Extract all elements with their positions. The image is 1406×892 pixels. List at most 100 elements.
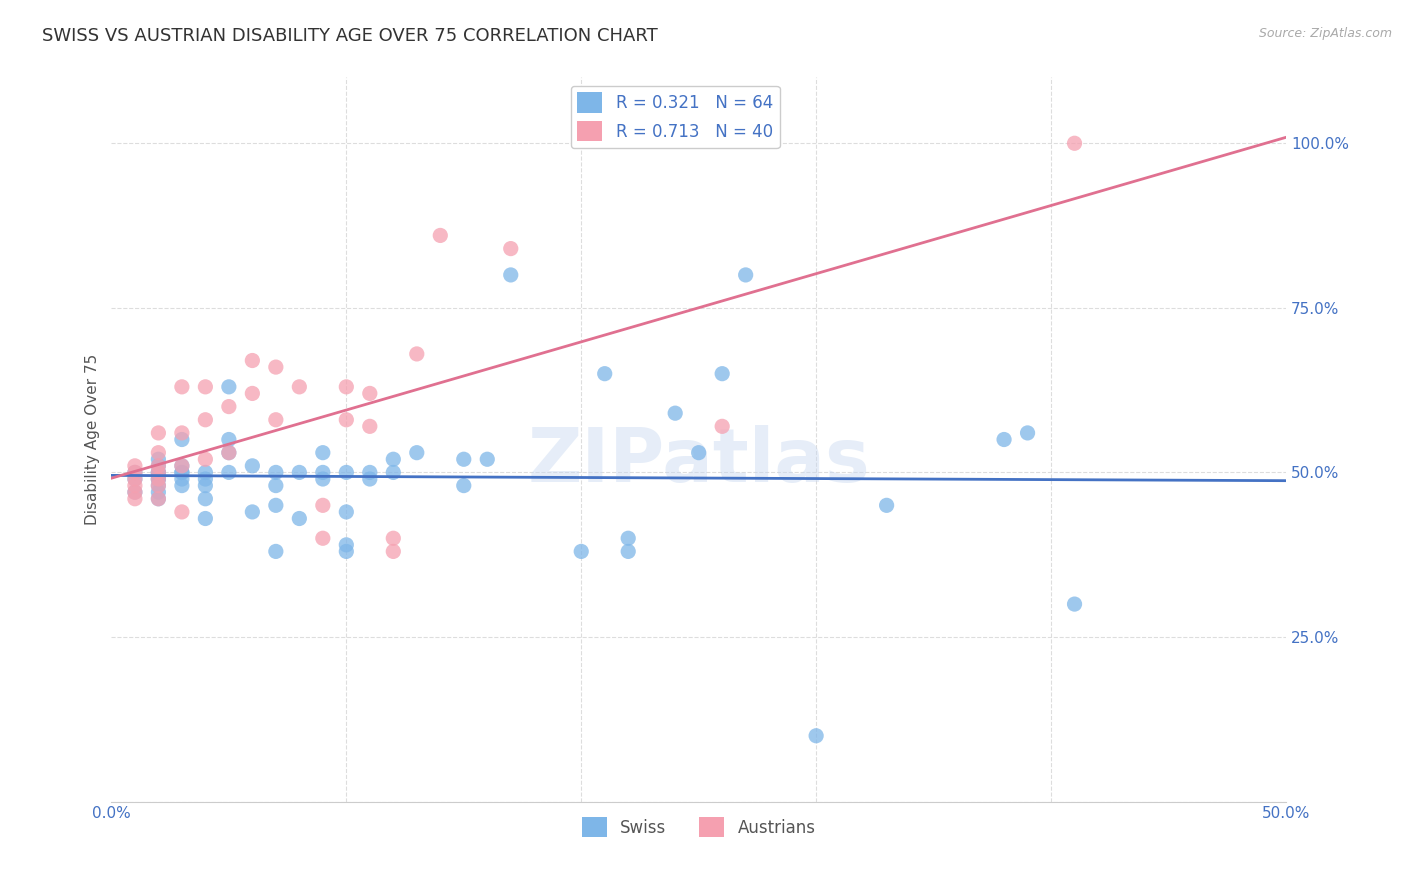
- Point: [876, 499, 898, 513]
- Text: ZIPatlas: ZIPatlas: [527, 425, 870, 498]
- Point: [499, 268, 522, 282]
- Point: [264, 478, 287, 492]
- Legend: Swiss, Austrians: Swiss, Austrians: [575, 810, 823, 844]
- Point: [148, 491, 170, 506]
- Point: [218, 466, 240, 480]
- Point: [148, 485, 170, 500]
- Point: [499, 242, 522, 256]
- Point: [194, 491, 217, 506]
- Point: [405, 347, 427, 361]
- Point: [148, 472, 170, 486]
- Point: [240, 353, 263, 368]
- Point: [218, 380, 240, 394]
- Point: [359, 466, 381, 480]
- Point: [194, 452, 217, 467]
- Point: [264, 544, 287, 558]
- Point: [240, 386, 263, 401]
- Point: [148, 472, 170, 486]
- Point: [734, 268, 756, 282]
- Y-axis label: Disability Age Over 75: Disability Age Over 75: [86, 354, 100, 525]
- Point: [453, 478, 475, 492]
- Text: SWISS VS AUSTRIAN DISABILITY AGE OVER 75 CORRELATION CHART: SWISS VS AUSTRIAN DISABILITY AGE OVER 75…: [42, 27, 658, 45]
- Point: [170, 478, 193, 492]
- Point: [617, 531, 640, 545]
- Point: [711, 367, 734, 381]
- Point: [429, 228, 451, 243]
- Point: [148, 458, 170, 473]
- Point: [170, 425, 193, 440]
- Point: [264, 360, 287, 375]
- Point: [711, 419, 734, 434]
- Point: [382, 452, 405, 467]
- Point: [312, 531, 335, 545]
- Point: [194, 511, 217, 525]
- Point: [359, 386, 381, 401]
- Point: [335, 538, 357, 552]
- Point: [382, 531, 405, 545]
- Point: [148, 466, 170, 480]
- Point: [453, 452, 475, 467]
- Point: [359, 419, 381, 434]
- Point: [124, 478, 146, 492]
- Point: [335, 505, 357, 519]
- Point: [148, 491, 170, 506]
- Point: [124, 472, 146, 486]
- Text: Source: ZipAtlas.com: Source: ZipAtlas.com: [1258, 27, 1392, 40]
- Point: [405, 445, 427, 459]
- Point: [194, 472, 217, 486]
- Point: [218, 433, 240, 447]
- Point: [264, 499, 287, 513]
- Point: [148, 466, 170, 480]
- Point: [194, 380, 217, 394]
- Point: [288, 466, 311, 480]
- Point: [218, 445, 240, 459]
- Point: [240, 505, 263, 519]
- Point: [804, 729, 827, 743]
- Point: [335, 466, 357, 480]
- Point: [170, 472, 193, 486]
- Point: [218, 400, 240, 414]
- Point: [335, 380, 357, 394]
- Point: [194, 466, 217, 480]
- Point: [240, 458, 263, 473]
- Point: [312, 499, 335, 513]
- Point: [124, 485, 146, 500]
- Point: [170, 505, 193, 519]
- Point: [569, 544, 592, 558]
- Point: [170, 458, 193, 473]
- Point: [148, 425, 170, 440]
- Point: [170, 380, 193, 394]
- Point: [170, 458, 193, 473]
- Point: [1063, 597, 1085, 611]
- Point: [264, 413, 287, 427]
- Point: [593, 367, 616, 381]
- Point: [288, 511, 311, 525]
- Point: [124, 458, 146, 473]
- Point: [382, 544, 405, 558]
- Point: [477, 452, 499, 467]
- Point: [124, 466, 146, 480]
- Point: [148, 458, 170, 473]
- Point: [124, 472, 146, 486]
- Point: [124, 491, 146, 506]
- Point: [688, 445, 710, 459]
- Point: [382, 466, 405, 480]
- Point: [312, 466, 335, 480]
- Point: [1063, 136, 1085, 151]
- Point: [148, 452, 170, 467]
- Point: [148, 445, 170, 459]
- Point: [148, 478, 170, 492]
- Point: [170, 466, 193, 480]
- Point: [993, 433, 1015, 447]
- Point: [194, 478, 217, 492]
- Point: [312, 472, 335, 486]
- Point: [170, 466, 193, 480]
- Point: [124, 485, 146, 500]
- Point: [664, 406, 686, 420]
- Point: [335, 413, 357, 427]
- Point: [218, 445, 240, 459]
- Point: [617, 544, 640, 558]
- Point: [170, 433, 193, 447]
- Point: [359, 472, 381, 486]
- Point: [335, 544, 357, 558]
